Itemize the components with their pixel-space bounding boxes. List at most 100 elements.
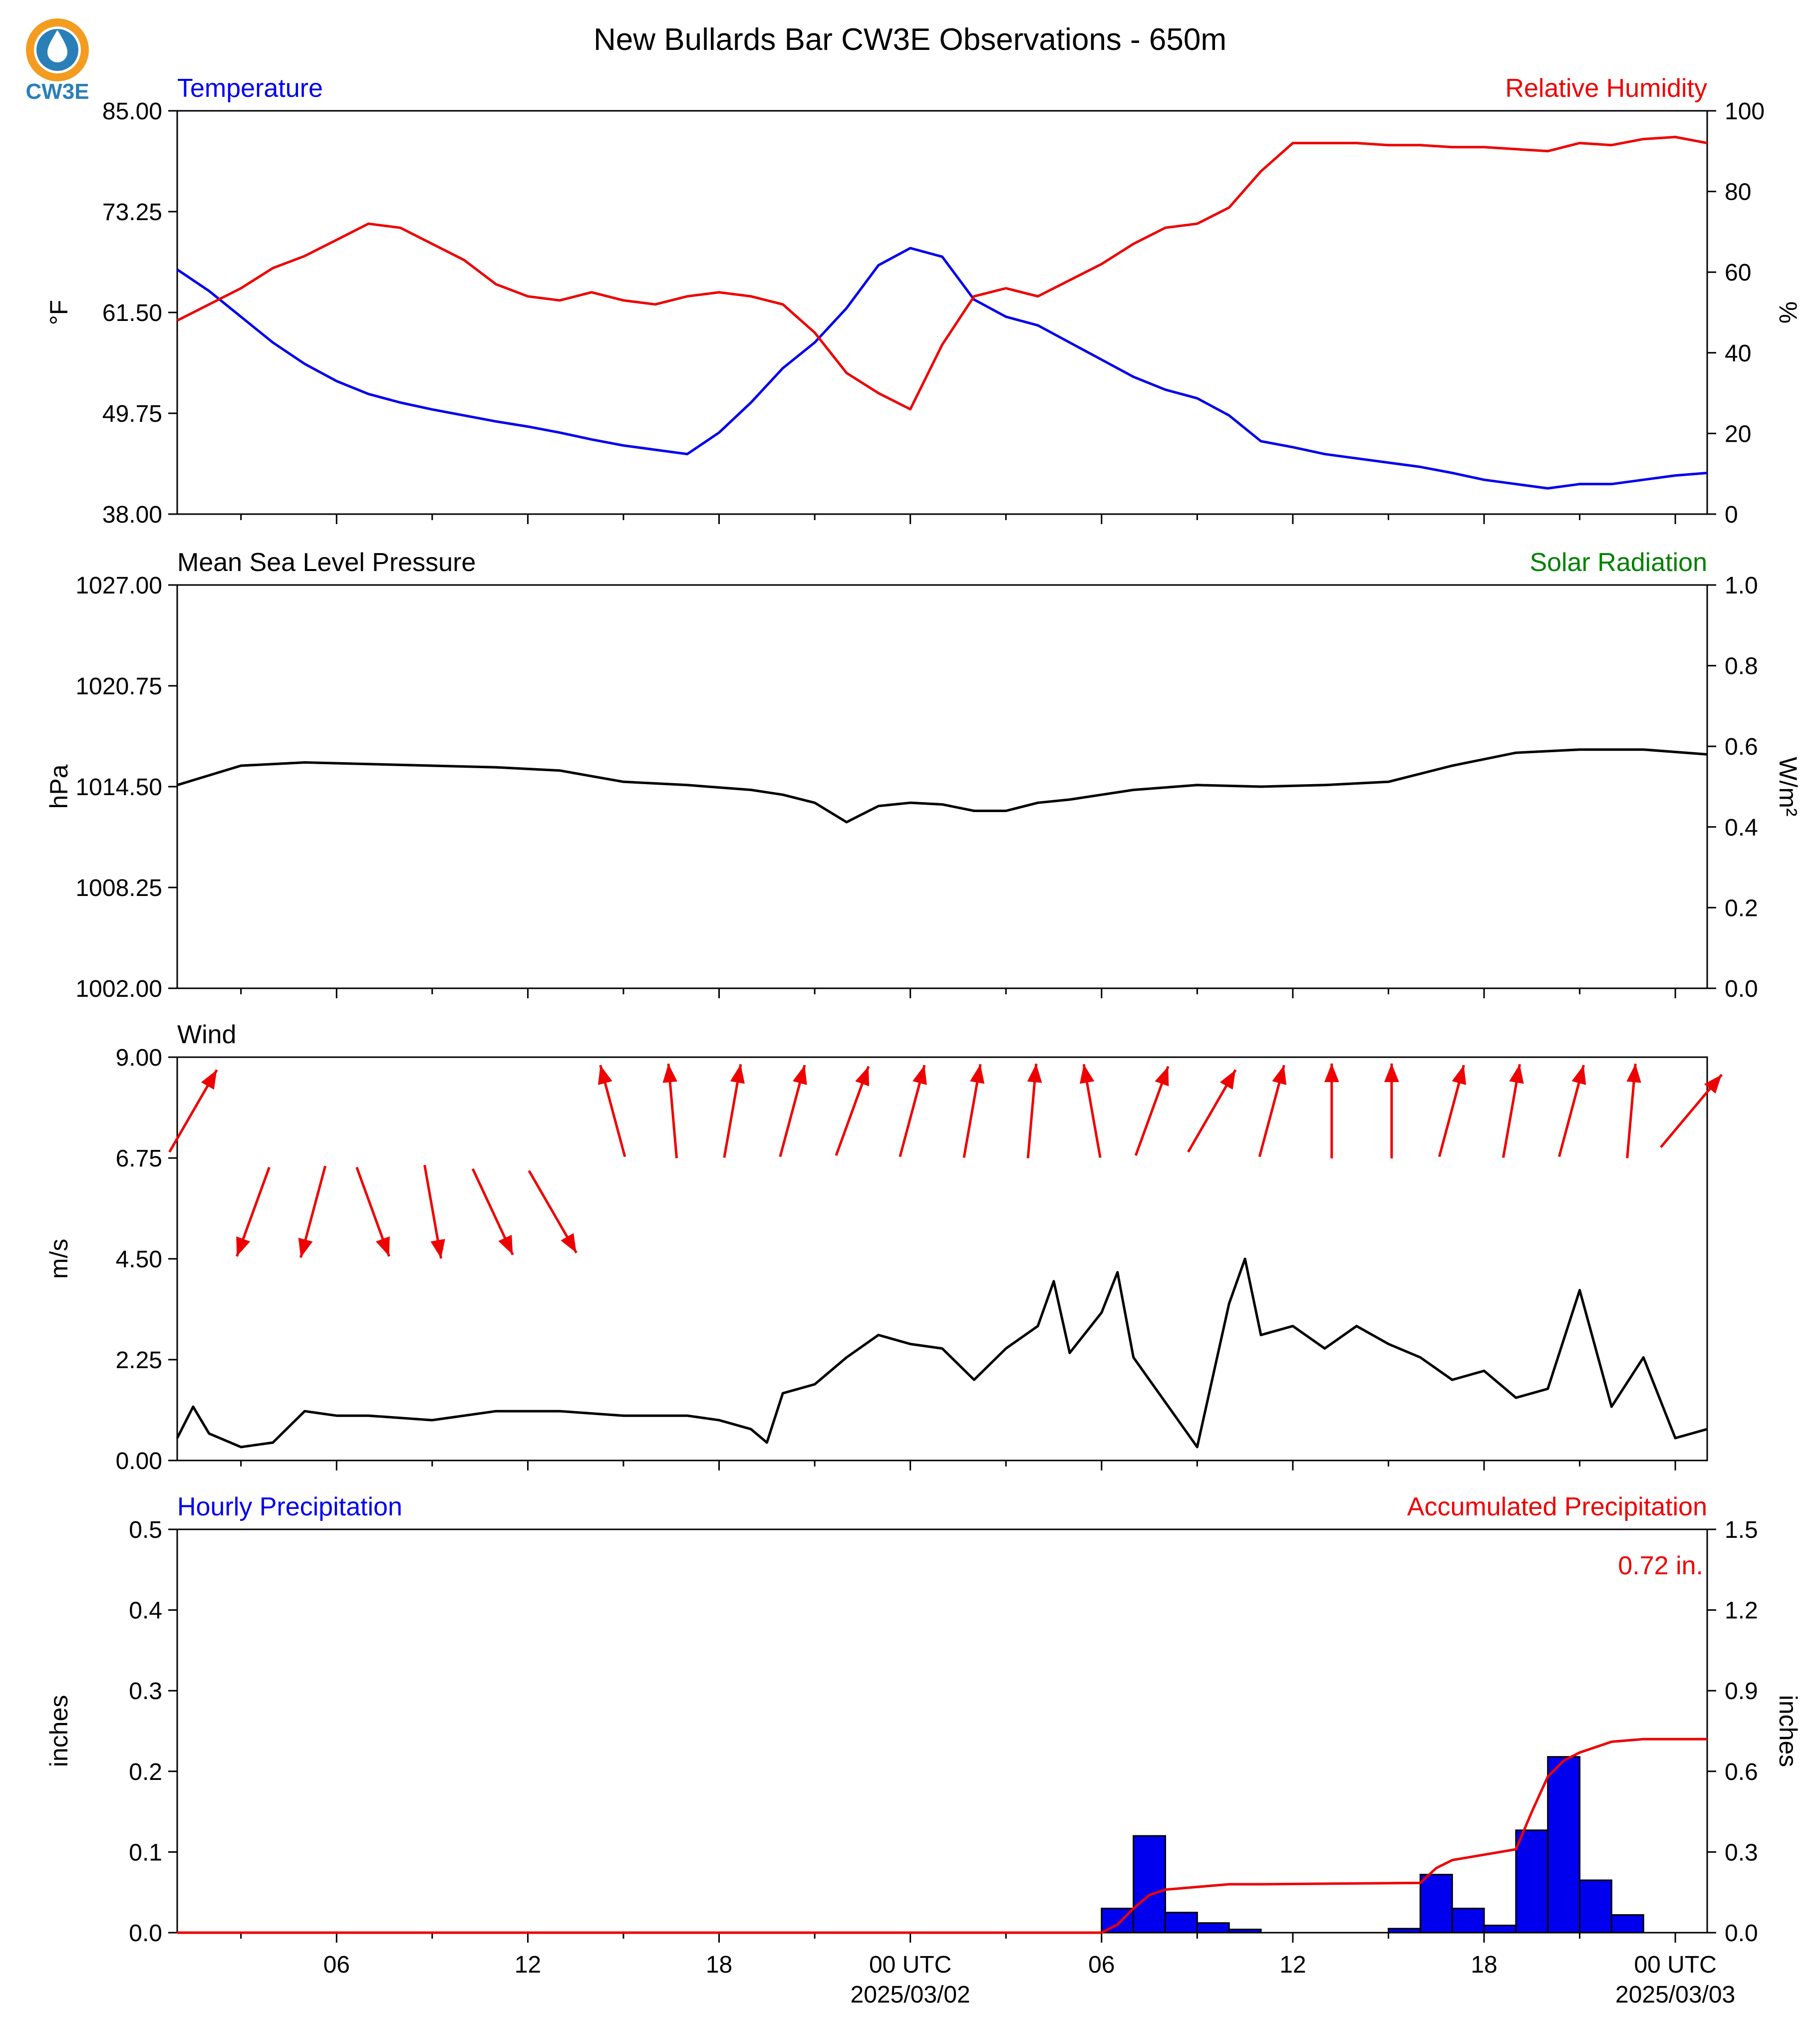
- y-axis-label-right: W/m²: [1774, 757, 1802, 816]
- y-tick-label: 4.50: [116, 1246, 162, 1273]
- wind-arrow-head: [298, 1237, 313, 1258]
- y-tick-label: 6.75: [116, 1146, 162, 1172]
- precip-bar: [1133, 1835, 1166, 1934]
- y-tick-label: 0.4: [129, 1598, 162, 1624]
- wind-arrow-head: [1155, 1066, 1169, 1087]
- wind-arrow-head: [1452, 1065, 1467, 1085]
- precip-bar: [1228, 1929, 1262, 1934]
- y-tick-label-right: 60: [1725, 260, 1751, 286]
- precip-bar: [1483, 1924, 1517, 1934]
- y-tick-label: 1002.00: [75, 976, 162, 1002]
- y-tick-label: 85.00: [102, 98, 162, 125]
- y-tick-label-right: 0.0: [1725, 976, 1758, 1002]
- wind-arrow-head: [1384, 1063, 1399, 1082]
- y-axis-label: inches: [45, 1695, 73, 1767]
- x-tick-label: 06: [1088, 1952, 1115, 1978]
- y-axis-label: hPa: [45, 764, 73, 809]
- y-tick-label-right: 80: [1725, 179, 1751, 206]
- y-tick-label: 0.1: [129, 1839, 162, 1866]
- y-tick-label: 0.0: [129, 1920, 162, 1947]
- wind-arrow-head: [1272, 1065, 1287, 1085]
- y-tick-label: 0.00: [116, 1448, 162, 1474]
- wind-arrow-head: [1219, 1070, 1236, 1090]
- wind-arrow-head: [1704, 1075, 1722, 1094]
- wind-arrow-head: [1571, 1065, 1586, 1085]
- wind-arrow-head: [561, 1233, 577, 1253]
- y-tick-label-right: 100: [1725, 98, 1765, 125]
- precip-bar: [1610, 1914, 1644, 1934]
- y-tick-label: 0.3: [129, 1678, 162, 1705]
- panel-title-right: Solar Radiation: [1529, 548, 1707, 577]
- wind-arrow-head: [1626, 1064, 1641, 1083]
- plot-frame: [176, 1528, 1708, 1934]
- wind-arrow-head: [912, 1065, 927, 1085]
- precip-bar: [1387, 1928, 1421, 1934]
- precip-bar: [1515, 1829, 1549, 1934]
- y-tick-label-right: 0.0: [1725, 1920, 1758, 1947]
- precip-bar: [1579, 1879, 1612, 1934]
- wind-arrow-head: [793, 1065, 807, 1085]
- series-line-wind: [176, 1257, 1708, 1449]
- plot-frame: [176, 584, 1708, 989]
- accumulated-precip-line: [177, 1738, 1707, 1934]
- wind-arrow-head: [1027, 1064, 1042, 1083]
- logo-text: CW3E: [25, 79, 89, 104]
- y-tick-label-right: 0: [1725, 502, 1738, 528]
- wind-arrow-head: [498, 1234, 513, 1255]
- wind-arrow-head: [430, 1239, 445, 1259]
- precip-bar: [1419, 1874, 1453, 1934]
- panel-pressure-solar: 1027.00 1020.75 1014.50 1008.25 1002.00 1.0 0.…: [45, 548, 1802, 1002]
- wind-arrow-head: [730, 1064, 745, 1084]
- wind-arrow-head: [855, 1066, 870, 1087]
- y-tick-label-right: 20: [1725, 421, 1751, 447]
- y-tick-label: 2.25: [116, 1347, 162, 1374]
- y-tick-label: 38.00: [102, 502, 162, 528]
- series-line-mean-sea-level-pressure: [177, 748, 1708, 824]
- y-axis-label-right: %: [1774, 301, 1802, 323]
- panel-title-right: Relative Humidity: [1505, 74, 1707, 103]
- x-tick-label: 18: [1471, 1952, 1497, 1978]
- wind-arrow-head: [598, 1065, 612, 1085]
- y-tick-label: 1027.00: [75, 573, 162, 599]
- cw3e-logo: CW3E: [25, 18, 89, 104]
- series-line-temperature: [176, 247, 1708, 490]
- precip-bar: [1547, 1756, 1581, 1934]
- x-tick-label: 12: [515, 1952, 541, 1978]
- y-tick-label-right: 1.5: [1725, 1517, 1758, 1543]
- y-tick-label: 73.25: [102, 199, 162, 226]
- y-tick-label: 0.2: [129, 1759, 162, 1785]
- wind-arrow-head: [201, 1070, 217, 1090]
- precip-bar: [1196, 1922, 1230, 1934]
- y-axis-label-right: inches: [1774, 1695, 1802, 1767]
- y-tick-label-right: 0.9: [1725, 1678, 1758, 1705]
- wind-arrow-head: [375, 1236, 390, 1256]
- y-tick-label: 9.00: [116, 1045, 162, 1071]
- y-tick-label-right: 0.2: [1725, 895, 1758, 921]
- wind-arrow-head: [970, 1064, 985, 1084]
- panel-wind: 9.00 6.75 4.50 2.25 0.00 Wind m/s: [45, 1020, 1723, 1474]
- y-tick-label: 0.5: [129, 1517, 162, 1543]
- y-axis-label: °F: [45, 300, 73, 325]
- figure-title: New Bullards Bar CW3E Observations - 650…: [594, 22, 1226, 57]
- logo-sun-icon: [26, 18, 89, 81]
- precip-bar: [1164, 1912, 1198, 1934]
- panel-title-left: Hourly Precipitation: [177, 1492, 402, 1521]
- wind-arrow-head: [1324, 1063, 1339, 1082]
- y-tick-label-right: 0.4: [1725, 815, 1758, 841]
- y-tick-label: 1014.50: [75, 774, 162, 801]
- x-tick-label: 00 UTC: [869, 1952, 951, 1978]
- plot-frame: [176, 1056, 1708, 1461]
- panel-title-left: Wind: [177, 1020, 236, 1049]
- x-date-label: 2025/03/02: [851, 1982, 970, 2008]
- y-tick-label: 1008.25: [75, 875, 162, 901]
- panel-title-left: Mean Sea Level Pressure: [177, 548, 476, 577]
- wind-arrow-head: [1509, 1064, 1524, 1084]
- y-tick-label-right: 1.0: [1725, 573, 1758, 599]
- x-tick-label: 06: [323, 1952, 350, 1978]
- accumulated-total-label: 0.72 in.: [1618, 1551, 1703, 1580]
- logo-drop-icon: [47, 30, 67, 62]
- y-axis-label: m/s: [45, 1239, 73, 1279]
- x-tick-label: 18: [706, 1952, 732, 1978]
- y-tick-label: 1020.75: [75, 673, 162, 700]
